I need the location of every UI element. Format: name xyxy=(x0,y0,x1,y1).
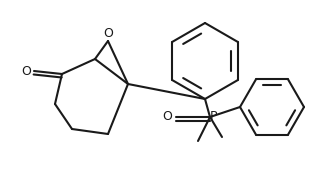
Text: O: O xyxy=(103,26,113,40)
Text: O: O xyxy=(21,64,31,78)
Text: O: O xyxy=(162,110,172,124)
Text: P: P xyxy=(210,110,218,124)
